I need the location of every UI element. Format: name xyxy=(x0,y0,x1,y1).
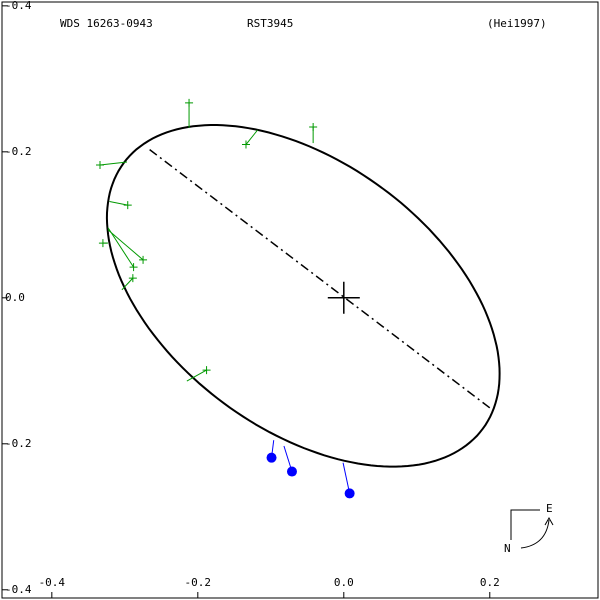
x-tick-label: -0.2 xyxy=(185,576,212,589)
residual xyxy=(342,462,351,494)
compass-north: N xyxy=(504,542,511,555)
compass-arrow xyxy=(520,519,550,549)
reference: (Hei1997) xyxy=(487,17,547,30)
measure xyxy=(309,123,318,132)
residual xyxy=(245,129,259,145)
compass-arrowhead xyxy=(544,516,554,526)
measure xyxy=(266,452,277,463)
compass-east: E xyxy=(546,502,553,515)
y-tick-label: -0.2 xyxy=(5,145,32,158)
x-tick-label: 0.2 xyxy=(480,576,500,589)
measure xyxy=(96,160,104,169)
node-line xyxy=(149,149,493,411)
primary-star xyxy=(327,281,360,314)
residual xyxy=(107,229,144,261)
y-tick-label: -0.2 xyxy=(5,437,32,450)
x-tick-label: -0.4 xyxy=(39,576,66,589)
measure xyxy=(128,274,137,283)
residual xyxy=(121,277,134,291)
measure xyxy=(286,466,297,477)
measure xyxy=(185,98,194,107)
residual xyxy=(109,200,128,206)
compass: E N xyxy=(504,502,554,555)
residual xyxy=(186,369,207,382)
residual xyxy=(107,227,134,268)
measure xyxy=(129,263,138,272)
measure xyxy=(344,488,355,499)
x-tick-label: 0.0 xyxy=(334,576,354,589)
measure xyxy=(98,239,107,248)
chart-subtitle: RST3945 xyxy=(247,17,293,30)
y-tick-label: -0.4 xyxy=(5,0,32,12)
y-tick-label: 0.0 xyxy=(5,291,25,304)
y-tick-label: -0.4 xyxy=(5,583,32,596)
measure xyxy=(139,255,148,264)
measure xyxy=(202,366,211,375)
residual xyxy=(99,161,128,166)
measure xyxy=(123,201,132,210)
chart-title: WDS 16263-0943 xyxy=(60,17,153,30)
orbit-ellipse xyxy=(105,124,501,468)
measure xyxy=(241,140,250,149)
compass-frame xyxy=(510,509,540,540)
